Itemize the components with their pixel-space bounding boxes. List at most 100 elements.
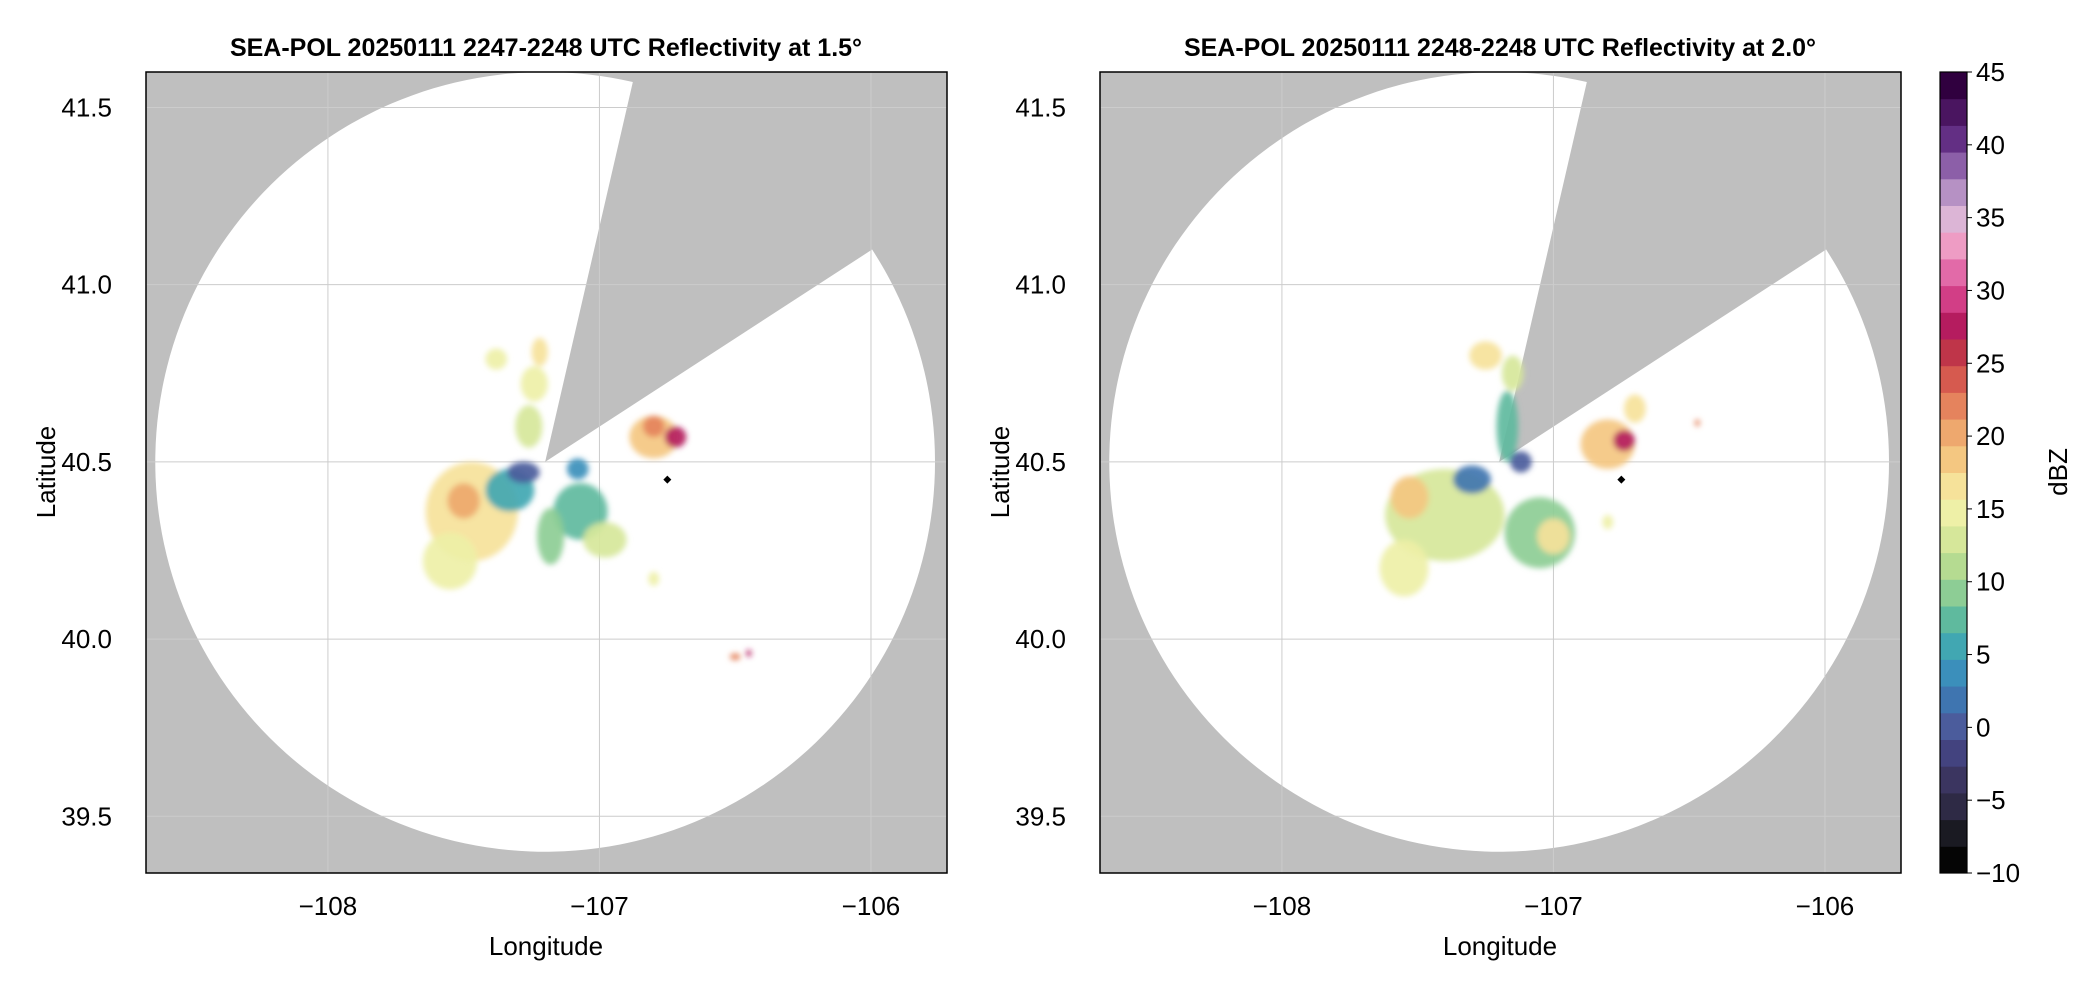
echo-cell (1602, 515, 1614, 530)
echo-cell (583, 522, 627, 558)
echo-cell (531, 337, 548, 367)
site-marker (663, 475, 672, 484)
echo-cell (566, 458, 589, 480)
colorbar-swatch (1940, 499, 1967, 527)
x-tick-label: −106 (1796, 891, 1855, 921)
echo-cell (1390, 476, 1429, 519)
x-tick-label: −106 (842, 891, 901, 921)
colorbar-swatch (1940, 258, 1967, 287)
y-tick-label: 40.5 (61, 447, 112, 477)
y-tick-label: 41.0 (61, 270, 112, 300)
colorbar: 45 40 35 30 25 20 15 10 5 0 −5 −10 dBZ (1939, 57, 2073, 888)
colorbar-swatch (1940, 846, 1967, 874)
colorbar-swatch (1940, 125, 1967, 153)
grid-lines (146, 72, 947, 873)
colorbar-swatch (1940, 659, 1967, 687)
colorbar-swatch (1940, 312, 1967, 340)
echo-field (422, 337, 752, 661)
colorbar-swatch (1940, 686, 1967, 714)
x-axis-label: Longitude (489, 931, 603, 961)
echo-cell (1613, 429, 1635, 452)
colorbar-tick-label: 25 (1976, 348, 2005, 378)
echo-cell (648, 571, 660, 586)
colorbar-swatch (1940, 285, 1967, 313)
echo-cell (642, 415, 665, 438)
echo-cell (1501, 355, 1524, 391)
y-tick-label: 39.5 (61, 801, 112, 831)
x-axis: −108 −107 −106 Longitude (1253, 891, 1855, 961)
y-axis: 39.5 40.0 40.5 41.0 41.5 Latitude (985, 92, 1066, 831)
colorbar-swatch (1940, 792, 1967, 821)
colorbar-swatch (1940, 232, 1967, 260)
colorbar-swatch (1940, 419, 1967, 447)
colorbar-tick-label: −5 (1976, 785, 2006, 815)
echo-cell (1537, 518, 1570, 555)
colorbar-swatch (1940, 472, 1967, 500)
colorbar-swatch (1940, 552, 1967, 580)
grid-lines (1100, 72, 1901, 873)
colorbar-swatch (1940, 579, 1967, 607)
y-tick-label: 41.5 (61, 92, 112, 122)
colorbar-swatch (1940, 365, 1967, 393)
colorbar-swatch (1940, 205, 1967, 233)
y-tick-label: 40.0 (61, 624, 112, 654)
x-tick-label: −108 (299, 891, 358, 921)
echo-cell (485, 348, 508, 370)
colorbar-swatch (1940, 98, 1967, 126)
plot-frame (145, 71, 948, 874)
x-axis: −108 −107 −106 Longitude (299, 891, 901, 961)
panel-right: SEA-POL 20250111 2248-2248 UTC Reflectiv… (985, 34, 1902, 961)
x-tick-label: −108 (1253, 891, 1312, 921)
colorbar-swatches (1940, 72, 1967, 874)
echo-field (1379, 341, 1701, 597)
colorbar-swatch (1940, 819, 1967, 847)
colorbar-swatch (1940, 712, 1967, 740)
plot-frame (1099, 71, 1902, 874)
echo-cell (1452, 465, 1491, 494)
echo-cell (1469, 341, 1502, 370)
colorbar-tick-label: −10 (1976, 858, 2020, 888)
y-tick-label: 40.0 (1015, 624, 1066, 654)
colorbar-swatch (1940, 339, 1967, 367)
echo-cell (507, 461, 540, 484)
colorbar-tick-label: 35 (1976, 203, 2005, 233)
colorbar-swatch (1940, 606, 1967, 634)
echo-cell (746, 649, 752, 657)
colorbar-tick-label: 5 (1976, 640, 1990, 670)
colorbar-frame (1939, 71, 1968, 874)
echo-cell (1496, 390, 1519, 462)
echo-cell (1624, 394, 1646, 423)
colorbar-swatch (1940, 152, 1967, 180)
echo-cell (422, 532, 478, 590)
y-axis-label: Latitude (985, 426, 1015, 519)
y-axis-label: Latitude (31, 426, 61, 519)
echo-cell (515, 405, 543, 448)
colorbar-swatch (1940, 178, 1967, 206)
y-tick-label: 41.5 (1015, 92, 1066, 122)
y-axis: 39.5 40.0 40.5 41.0 41.5 Latitude (31, 92, 112, 831)
colorbar-swatch (1940, 766, 1967, 794)
echo-cell (629, 415, 679, 459)
echo-cell (520, 366, 548, 402)
colorbar-swatch (1940, 72, 1967, 100)
echo-cell (1694, 419, 1701, 427)
panel-left: SEA-POL 20250111 2247-2248 UTC Reflectiv… (31, 34, 948, 961)
x-tick-label: −107 (1524, 891, 1583, 921)
chart-title: SEA-POL 20250111 2247-2248 UTC Reflectiv… (230, 34, 862, 62)
echo-cell (664, 426, 687, 448)
colorbar-swatch (1940, 392, 1967, 420)
colorbar-ticks (1967, 71, 1972, 874)
colorbar-tick-label: 30 (1976, 275, 2005, 305)
echo-cell (1379, 539, 1429, 597)
x-tick-label: −107 (570, 891, 629, 921)
colorbar-tick-label: 15 (1976, 494, 2005, 524)
colorbar-label: dBZ (2043, 448, 2073, 496)
colorbar-tick-label: 0 (1976, 712, 1990, 742)
echo-cell (1510, 451, 1532, 473)
colorbar-swatch (1940, 739, 1967, 767)
colorbar-tick-label: 10 (1976, 567, 2005, 597)
echo-cell (536, 507, 565, 565)
chart-title: SEA-POL 20250111 2248-2248 UTC Reflectiv… (1184, 34, 1816, 62)
site-marker (1617, 475, 1626, 484)
